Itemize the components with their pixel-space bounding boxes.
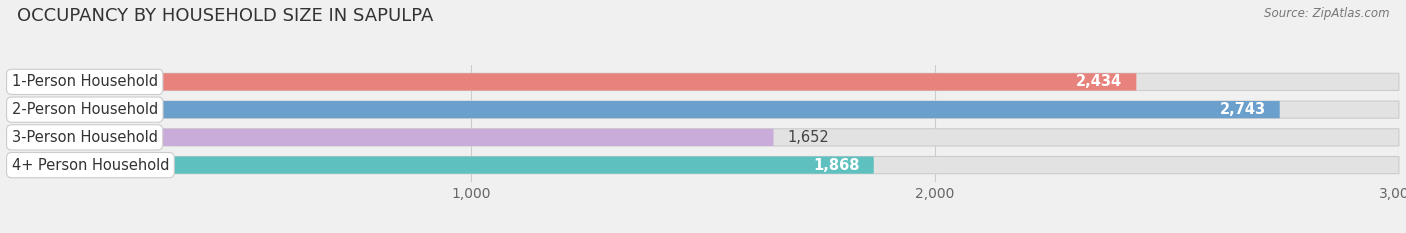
Text: Source: ZipAtlas.com: Source: ZipAtlas.com [1264,7,1389,20]
FancyBboxPatch shape [7,129,773,146]
Text: 2,743: 2,743 [1219,102,1265,117]
Text: 2,434: 2,434 [1077,74,1122,89]
FancyBboxPatch shape [7,157,873,174]
Text: 3-Person Household: 3-Person Household [11,130,157,145]
Text: OCCUPANCY BY HOUSEHOLD SIZE IN SAPULPA: OCCUPANCY BY HOUSEHOLD SIZE IN SAPULPA [17,7,433,25]
Text: 2-Person Household: 2-Person Household [11,102,157,117]
FancyBboxPatch shape [7,129,1399,146]
FancyBboxPatch shape [7,101,1279,118]
FancyBboxPatch shape [7,73,1399,90]
Text: 1,652: 1,652 [787,130,830,145]
Text: 1,868: 1,868 [813,158,860,173]
FancyBboxPatch shape [7,73,1136,90]
FancyBboxPatch shape [7,101,1399,118]
FancyBboxPatch shape [7,157,1399,174]
Text: 1-Person Household: 1-Person Household [11,74,157,89]
Text: 4+ Person Household: 4+ Person Household [11,158,169,173]
